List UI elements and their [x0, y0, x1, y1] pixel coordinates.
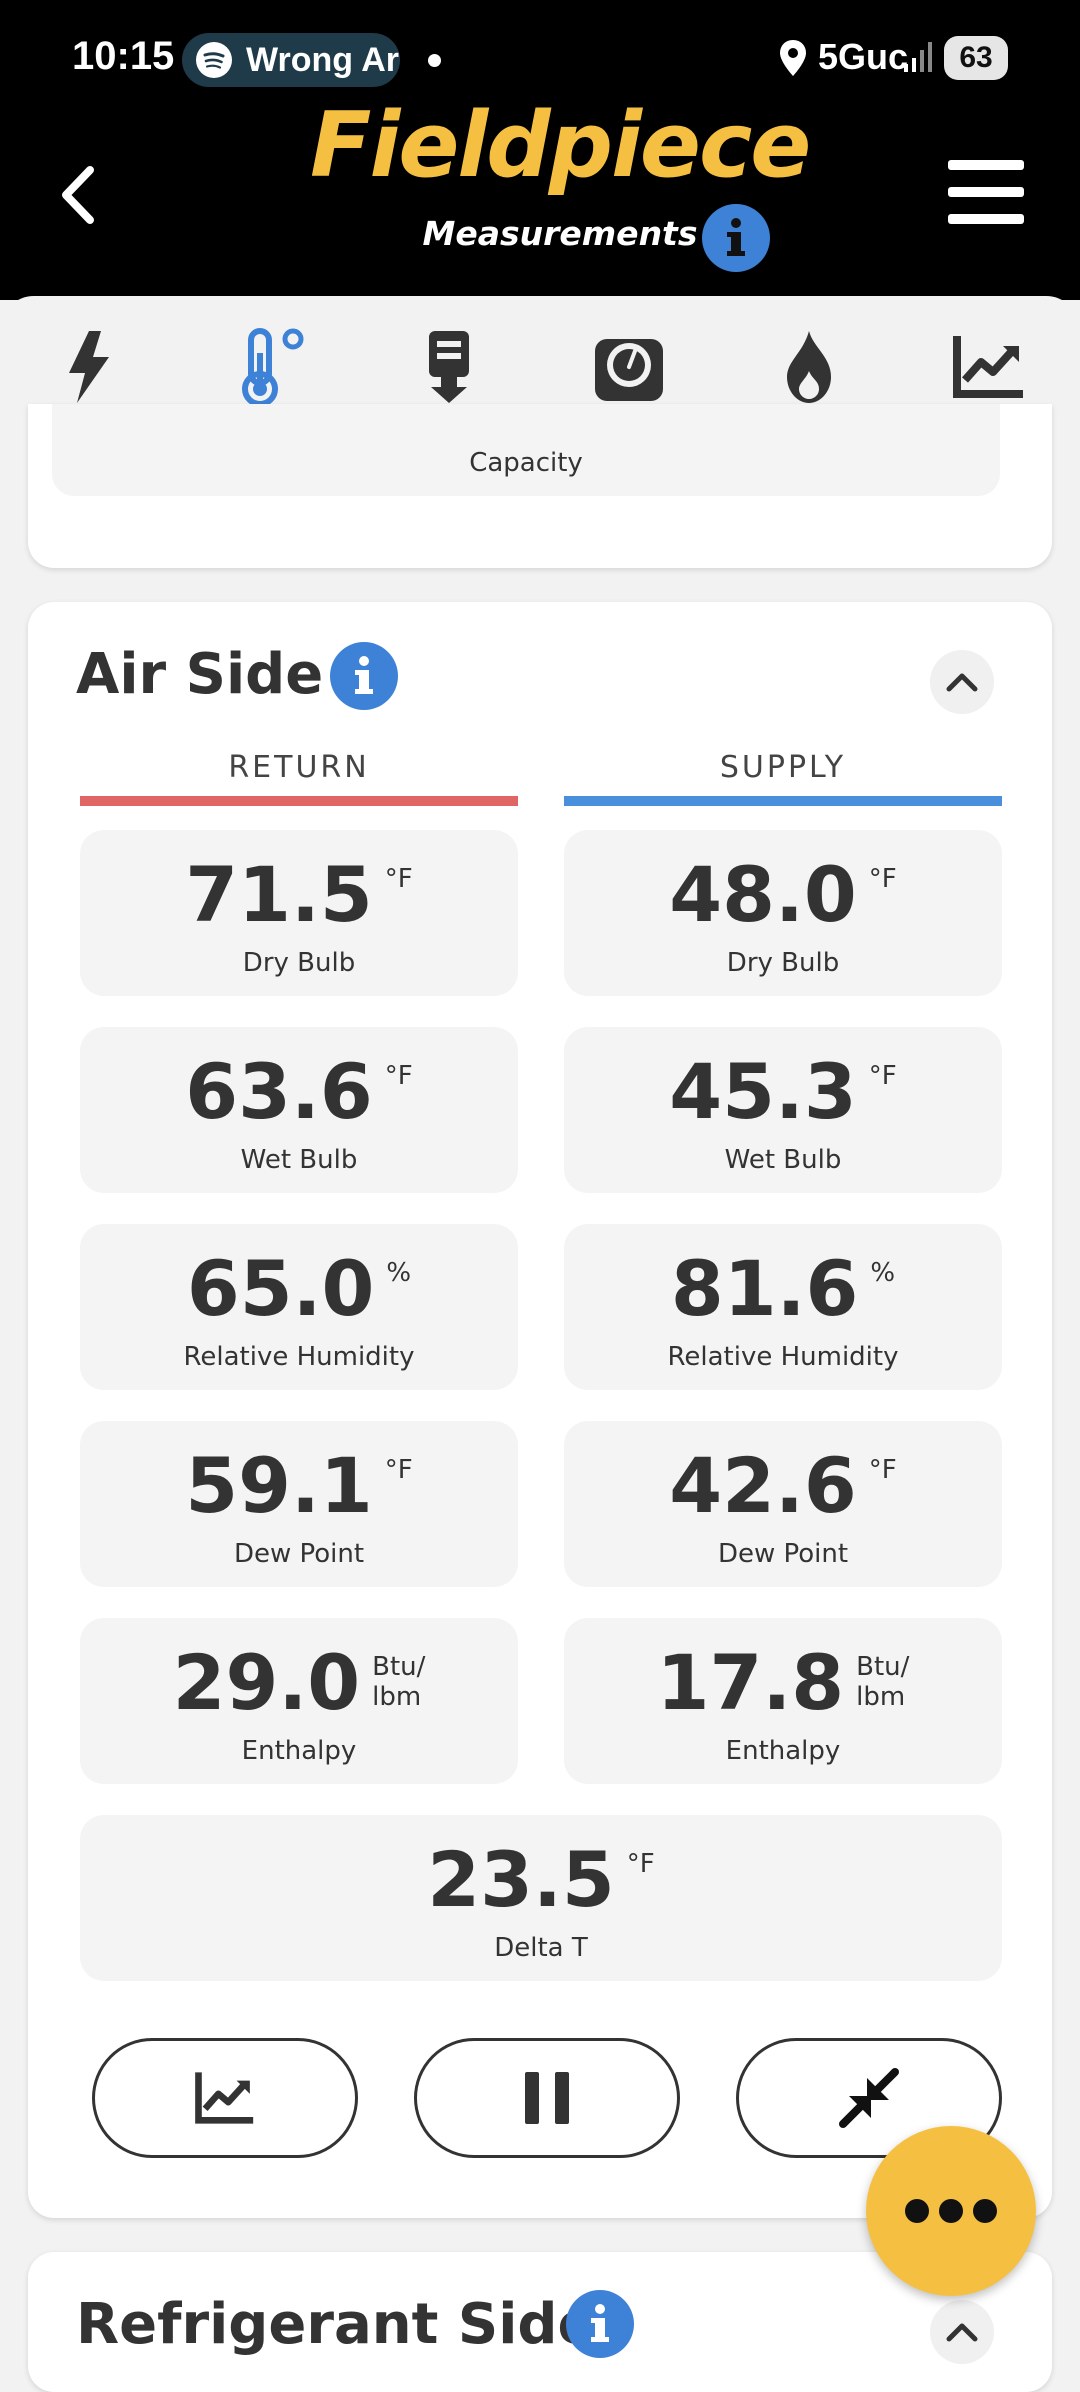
flame-icon: [787, 331, 831, 403]
air-side-info-icon[interactable]: [330, 642, 398, 710]
signal-icon: [904, 42, 932, 72]
tab-combustion[interactable]: [764, 322, 854, 412]
reading-label: Enthalpy: [725, 1736, 841, 1766]
chevron-up-icon: [946, 2323, 978, 2342]
return-dry-bulb-tile[interactable]: 71.5 °F Dry Bulb: [80, 830, 518, 996]
supply-column-header: SUPPLY: [719, 750, 847, 785]
tab-graph[interactable]: [944, 322, 1034, 412]
graph-button[interactable]: [92, 2038, 358, 2158]
reading-value: 81.6: [670, 1244, 859, 1333]
reading-label: Relative Humidity: [183, 1342, 415, 1372]
tab-pressure[interactable]: [584, 322, 674, 412]
network-type: 5Guc: [818, 36, 909, 77]
delta-t-tile[interactable]: 23.5 °F Delta T: [80, 1815, 1002, 1981]
now-playing-text: Wrong Ar: [246, 40, 399, 79]
pause-icon: [525, 2072, 569, 2124]
download-device-icon: [429, 331, 469, 403]
reading-label: Wet Bulb: [240, 1145, 358, 1175]
air-side-collapse-button[interactable]: [930, 650, 994, 714]
reading-label: Dry Bulb: [242, 948, 356, 978]
chevron-up-icon: [946, 673, 978, 692]
reading-value: 42.6: [669, 1441, 857, 1530]
spotify-icon: [196, 42, 232, 78]
reading-label: Wet Bulb: [724, 1145, 842, 1175]
status-bar: 10:15 Wrong Ar 5Guc 63: [0, 30, 1080, 90]
reading-unit: Btu/ lbm: [856, 1652, 910, 1712]
reading-unit: %: [870, 1258, 896, 1288]
page-subtitle: Measurements: [422, 214, 698, 253]
more-options-fab[interactable]: [866, 2126, 1036, 2296]
reading-label: Relative Humidity: [667, 1342, 899, 1372]
reading-unit: Btu/ lbm: [372, 1652, 426, 1712]
lightning-icon: [69, 331, 109, 403]
reading-unit: °F: [626, 1849, 655, 1879]
app-header: 10:15 Wrong Ar 5Guc 63 Fieldpiece: [0, 0, 1080, 300]
reading-value: 23.5: [427, 1835, 615, 1924]
supply-relative-humidity-tile[interactable]: 81.6% Relative Humidity: [564, 1224, 1002, 1390]
reading-value: 17.8: [656, 1638, 845, 1727]
reading-value: 45.3: [669, 1047, 857, 1136]
status-time: 10:15: [72, 34, 175, 78]
reading-unit: %: [386, 1258, 412, 1288]
location-icon: [780, 40, 806, 76]
back-button[interactable]: [50, 160, 110, 230]
thermometer-icon: [242, 328, 304, 407]
capacity-tile[interactable]: Capacity: [52, 404, 1000, 496]
chart-icon: [953, 336, 1023, 398]
return-dew-point-tile[interactable]: 59.1 °F Dew Point: [80, 1421, 518, 1587]
hamburger-menu-icon[interactable]: [946, 156, 1026, 228]
gauge-icon: [595, 339, 663, 401]
reading-unit: °F: [384, 1061, 413, 1091]
reading-label: Delta T: [494, 1933, 588, 1963]
reading-unit: °F: [868, 864, 897, 894]
chart-icon: [195, 2072, 254, 2124]
reading-unit: °F: [384, 1455, 413, 1485]
reading-label: Dry Bulb: [726, 948, 840, 978]
reading-label: Dew Point: [233, 1539, 365, 1569]
return-column-header: RETURN: [228, 750, 370, 785]
capacity-label: Capacity: [469, 448, 583, 478]
reading-value: 48.0: [669, 850, 857, 939]
supply-dew-point-tile[interactable]: 42.6 °F Dew Point: [564, 1421, 1002, 1587]
return-enthalpy-tile[interactable]: 29.0 Btu/ lbm Enthalpy: [80, 1618, 518, 1784]
now-playing-pill[interactable]: Wrong Ar: [182, 33, 400, 87]
refrigerant-info-icon[interactable]: [566, 2290, 634, 2358]
supply-dry-bulb-tile[interactable]: 48.0 °F Dry Bulb: [564, 830, 1002, 996]
return-color-bar: [80, 796, 518, 806]
battery-indicator: 63: [944, 36, 1008, 80]
supply-color-bar: [564, 796, 1002, 806]
compress-icon: [839, 2068, 899, 2128]
tab-download[interactable]: [404, 322, 494, 412]
reading-value: 29.0: [172, 1638, 361, 1727]
supply-wet-bulb-tile[interactable]: 45.3 °F Wet Bulb: [564, 1027, 1002, 1193]
reading-label: Dew Point: [717, 1539, 849, 1569]
tab-electrical[interactable]: [44, 322, 134, 412]
brand-logo: Fieldpiece: [310, 93, 811, 198]
return-relative-humidity-tile[interactable]: 65.0% Relative Humidity: [80, 1224, 518, 1390]
reading-value: 65.0: [186, 1244, 375, 1333]
reading-value: 71.5: [185, 850, 373, 939]
reading-label: Enthalpy: [241, 1736, 357, 1766]
reading-unit: °F: [868, 1455, 897, 1485]
brand-name: Fieldpiece: [310, 93, 811, 198]
supply-enthalpy-tile[interactable]: 17.8 Btu/ lbm Enthalpy: [564, 1618, 1002, 1784]
return-wet-bulb-tile[interactable]: 63.6 °F Wet Bulb: [80, 1027, 518, 1193]
reading-unit: °F: [384, 864, 413, 894]
info-icon[interactable]: [702, 204, 770, 272]
reading-value: 63.6: [185, 1047, 373, 1136]
more-horizontal-icon: [905, 2199, 997, 2223]
tab-temperature[interactable]: [226, 322, 316, 412]
reading-unit: °F: [868, 1061, 897, 1091]
pause-button[interactable]: [414, 2038, 680, 2158]
air-side-title: Air Side: [76, 642, 324, 707]
notification-dot-icon: [428, 54, 441, 67]
reading-value: 59.1: [185, 1441, 373, 1530]
refrigerant-collapse-button[interactable]: [930, 2300, 994, 2364]
refrigerant-side-title: Refrigerant Side: [76, 2292, 596, 2357]
